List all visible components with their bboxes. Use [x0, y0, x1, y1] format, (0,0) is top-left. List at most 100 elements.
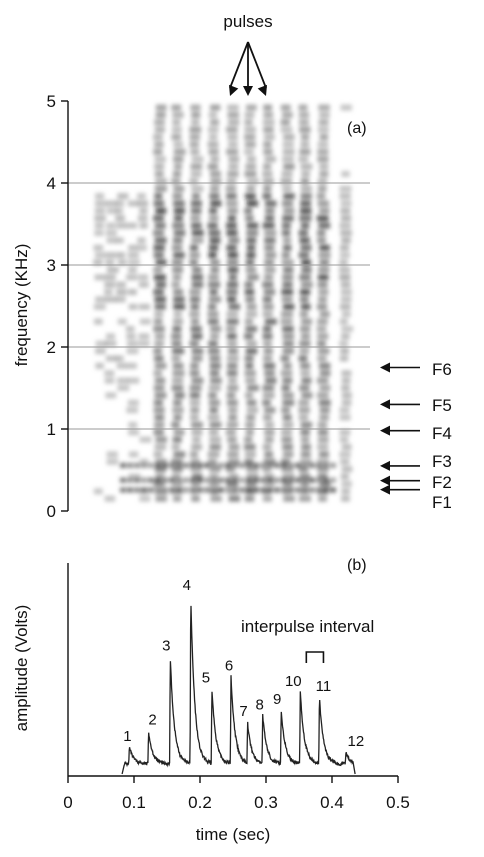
spectrogram-cell [282, 325, 294, 332]
spectrogram-cell [172, 377, 184, 384]
spectrogram-cell [189, 259, 198, 266]
spectrogram-cell [263, 355, 273, 362]
spectrogram-cell [191, 111, 201, 118]
spectrogram-cell [282, 377, 293, 384]
waveform-x-tick-label: 0.1 [122, 793, 146, 812]
pulse-number-label: 6 [225, 658, 233, 675]
spectrogram-cell [172, 274, 182, 281]
spectrogram-cell [115, 296, 126, 303]
spectrogram-cell [162, 462, 168, 468]
spectrogram-cell [341, 392, 352, 399]
spectrogram-cell [173, 414, 182, 421]
spectrogram-cell [318, 126, 329, 133]
spectrogram-cell [298, 104, 308, 111]
spectrogram-cell [281, 259, 294, 266]
spectrogram-cell [172, 325, 182, 332]
spectrogram-panel: 0 1 2 3 4 5 frequency (KHz) (a) pulses F6 F5 F4… [12, 12, 452, 521]
spectrogram-cell [317, 281, 328, 288]
spectrogram-cell [154, 340, 164, 347]
spectrogram-cell [138, 340, 150, 347]
pulses-annotation: pulses [223, 12, 272, 31]
spectrogram-cell [95, 296, 107, 303]
spectrogram-cell [171, 104, 182, 111]
spectrogram-cell [208, 385, 221, 391]
spectrogram-cell [173, 399, 182, 406]
spectrogram-cell [155, 462, 161, 468]
spectrogram-cell [317, 458, 329, 465]
spectrogram-cell [264, 370, 275, 377]
spectrogram-cell [190, 407, 200, 414]
spectrogram-cell [298, 230, 308, 237]
spectrogram-cell [134, 477, 140, 483]
spectrogram-cell [281, 385, 291, 391]
spectrogram-cell [154, 333, 165, 340]
spectrogram-cell [207, 458, 217, 465]
spectrogram-cell [281, 230, 291, 237]
spectrogram-cell [245, 429, 254, 436]
formant-label: F6 [432, 360, 452, 379]
spectrogram-cell [190, 303, 200, 310]
spectrogram-cell [263, 148, 273, 155]
spectrogram-cell [246, 178, 259, 185]
spectrogram-cell [154, 141, 164, 148]
spectrogram-cell [281, 170, 293, 177]
spectrogram-cell [274, 487, 280, 493]
spectrogram-cell [153, 230, 165, 237]
spectrogram-cell [301, 134, 310, 141]
spectrogram-cell [318, 451, 329, 458]
spectrogram-cell [299, 311, 309, 318]
spectrogram-cell [153, 134, 163, 141]
spectrogram-cell [262, 333, 273, 340]
spectrogram-cell [319, 385, 331, 391]
spectrogram-cell [244, 444, 256, 451]
spectrogram-cell [245, 296, 255, 303]
spectrogram-cell [301, 444, 311, 451]
spectrogram-cell [126, 407, 138, 414]
spectrogram-cell [191, 421, 203, 428]
spectrogram-cell [154, 296, 166, 303]
spectrogram-cell [319, 207, 330, 214]
spectrogram-cell [173, 311, 182, 318]
spectrogram-cell [318, 252, 331, 259]
spectrogram-cell [263, 126, 274, 133]
spectrogram-cell [319, 407, 330, 414]
spectrogram-cell [262, 222, 275, 229]
spectrogram-cell [282, 488, 292, 495]
spectrogram-cell [339, 414, 351, 421]
spectrogram-y-tick-label: 1 [47, 420, 56, 439]
spectrogram-cell [245, 362, 254, 369]
spectrogram-cell [274, 462, 280, 468]
spectrogram-cell [317, 392, 329, 399]
spectrogram-cell [264, 473, 274, 480]
spectrogram-cell [172, 370, 185, 377]
spectrogram-cell [227, 399, 238, 406]
spectrogram-cell [106, 207, 119, 214]
spectrogram-cell [155, 207, 167, 214]
spectrogram-cell [228, 141, 238, 148]
spectrogram-cell [281, 252, 291, 259]
spectrogram-cell [317, 178, 328, 185]
spectrogram-cell [299, 215, 312, 222]
spectrogram-cell [128, 259, 140, 266]
spectrogram-cell [282, 392, 294, 399]
spectrogram-cell [318, 266, 330, 273]
spectrogram-cell [172, 244, 183, 251]
spectrogram-cell [260, 477, 266, 483]
spectrogram-cell [282, 399, 295, 406]
spectrogram-cell [280, 318, 293, 325]
spectrogram-cell [139, 318, 151, 325]
spectrogram-cell [341, 311, 351, 318]
spectrogram-cell [210, 178, 222, 185]
spectrogram-cell [280, 126, 293, 133]
pulse-number-label: 9 [273, 691, 281, 708]
spectrogram-cell [209, 466, 221, 473]
spectrogram-cell [104, 274, 116, 281]
spectrogram-cell [227, 362, 238, 369]
spectrogram-cell [318, 222, 331, 229]
interpulse-interval-bracket [305, 651, 325, 663]
spectrogram-cell [228, 458, 240, 465]
formant-arrow-head [380, 362, 390, 373]
spectrogram-cell [190, 462, 196, 468]
spectrogram-cell [226, 200, 238, 207]
spectrogram-cell [317, 200, 330, 207]
